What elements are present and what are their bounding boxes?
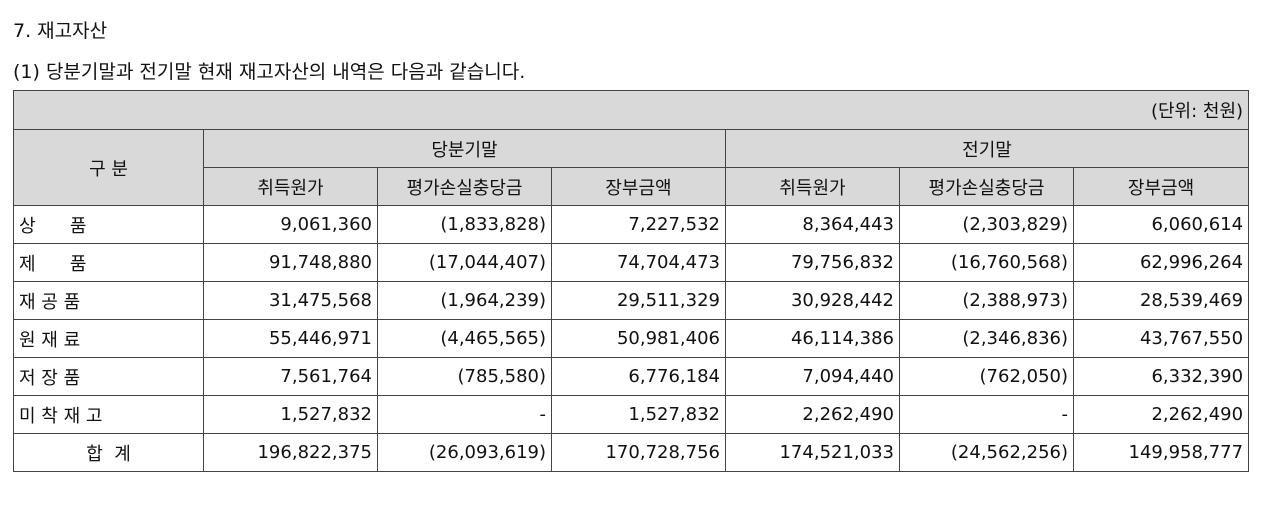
value-cell: 29,511,329 [551,281,726,320]
row-label: 미 착 재 고 [13,395,204,434]
value-cell: 55,446,971 [203,319,378,358]
column-header: 장부금액 [551,167,726,206]
value-cell: (785,580) [377,357,552,396]
total-row: 합 계 196,822,375 (26,093,619) 170,728,756 174… [13,433,1250,472]
value-cell: 7,227,532 [551,205,726,244]
value-cell: 9,061,360 [203,205,378,244]
value-cell: (16,760,568) [899,243,1074,282]
value-cell: 30,928,442 [725,281,900,320]
table-row: 재 공 품 31,475,568 (1,964,239) 29,511,329 30,9… [13,281,1250,320]
row-label: 상 품 [13,205,204,244]
value-cell: (2,346,836) [899,319,1074,358]
value-cell: 43,767,550 [1072,319,1250,358]
value-cell: 6,060,614 [1072,205,1250,244]
row-label: 합 계 [13,433,204,472]
column-header: 평가손실충당금 [377,167,552,206]
value-cell: 1,527,832 [203,395,378,434]
value-cell: 149,958,777 [1072,433,1250,472]
value-cell: 46,114,386 [725,319,900,358]
category-header: 구 분 [13,129,204,206]
row-label: 재 공 품 [13,281,204,320]
value-cell: 79,756,832 [725,243,900,282]
period-header-row: 구 분 당분기말 전기말 [13,129,1250,206]
value-cell: (1,964,239) [377,281,552,320]
value-cell: (1,833,828) [377,205,552,244]
value-cell: 1,527,832 [551,395,726,434]
table-row: 원 재 료 55,446,971 (4,465,565) 50,981,406 46,1… [13,319,1250,358]
value-cell: (2,388,973) [899,281,1074,320]
value-cell: 196,822,375 [203,433,378,472]
value-cell: (2,303,829) [899,205,1074,244]
value-cell: (762,050) [899,357,1074,396]
period-header-prior: 전기말 [724,129,1250,168]
table-row: 상 품 9,061,360 (1,833,828) 7,227,532 8,364,44… [13,205,1250,244]
table-row: 저 장 품 7,561,764 (785,580) 6,776,184 7,094,44… [13,357,1250,396]
row-label: 원 재 료 [13,319,204,358]
value-cell: (26,093,619) [377,433,552,472]
value-cell: 2,262,490 [725,395,900,434]
value-cell: (17,044,407) [377,243,552,282]
value-cell: 31,475,568 [203,281,378,320]
section-title: 7. 재고자산 [13,20,108,42]
value-cell: 174,521,033 [725,433,900,472]
column-header: 평가손실충당금 [899,167,1074,206]
value-cell: 62,996,264 [1072,243,1250,282]
column-header-row: 취득원가 평가손실충당금 장부금액 취득원가 평가손실충당금 장부금액 [14,167,1250,206]
column-header: 장부금액 [1072,167,1250,206]
unit-label: (단위: 천원) [12,90,1250,130]
inventory-table: (단위: 천원) 구 분 당분기말 전기말 취득원가 평가손실충당금 장부금액 … [12,90,1250,472]
column-header: 취득원가 [725,167,900,206]
value-cell: 6,332,390 [1072,357,1250,396]
value-cell: (4,465,565) [377,319,552,358]
unit-row: (단위: 천원) [12,90,1250,130]
value-cell: 28,539,469 [1072,281,1250,320]
value-cell: - [899,395,1074,434]
value-cell: 7,561,764 [203,357,378,396]
value-cell: 91,748,880 [203,243,378,282]
value-cell: 74,704,473 [551,243,726,282]
row-label: 제 품 [13,243,204,282]
table-row: 미 착 재 고 1,527,832-1,527,832 2,262,490-2,26… [13,395,1250,434]
value-cell: 8,364,443 [725,205,900,244]
section-subtitle: (1) 당분기말과 전기말 현재 재고자산의 내역은 다음과 같습니다. [13,61,526,83]
row-label: 저 장 품 [13,357,204,396]
period-header-current: 당분기말 [203,129,726,168]
value-cell: - [377,395,552,434]
value-cell: (24,562,256) [899,433,1074,472]
value-cell: 6,776,184 [551,357,726,396]
value-cell: 50,981,406 [551,319,726,358]
value-cell: 170,728,756 [551,433,726,472]
table-row: 제 품 91,748,880 (17,044,407) 74,704,473 79,75… [13,243,1250,282]
value-cell: 2,262,490 [1072,395,1250,434]
column-header: 취득원가 [203,167,378,206]
value-cell: 7,094,440 [725,357,900,396]
